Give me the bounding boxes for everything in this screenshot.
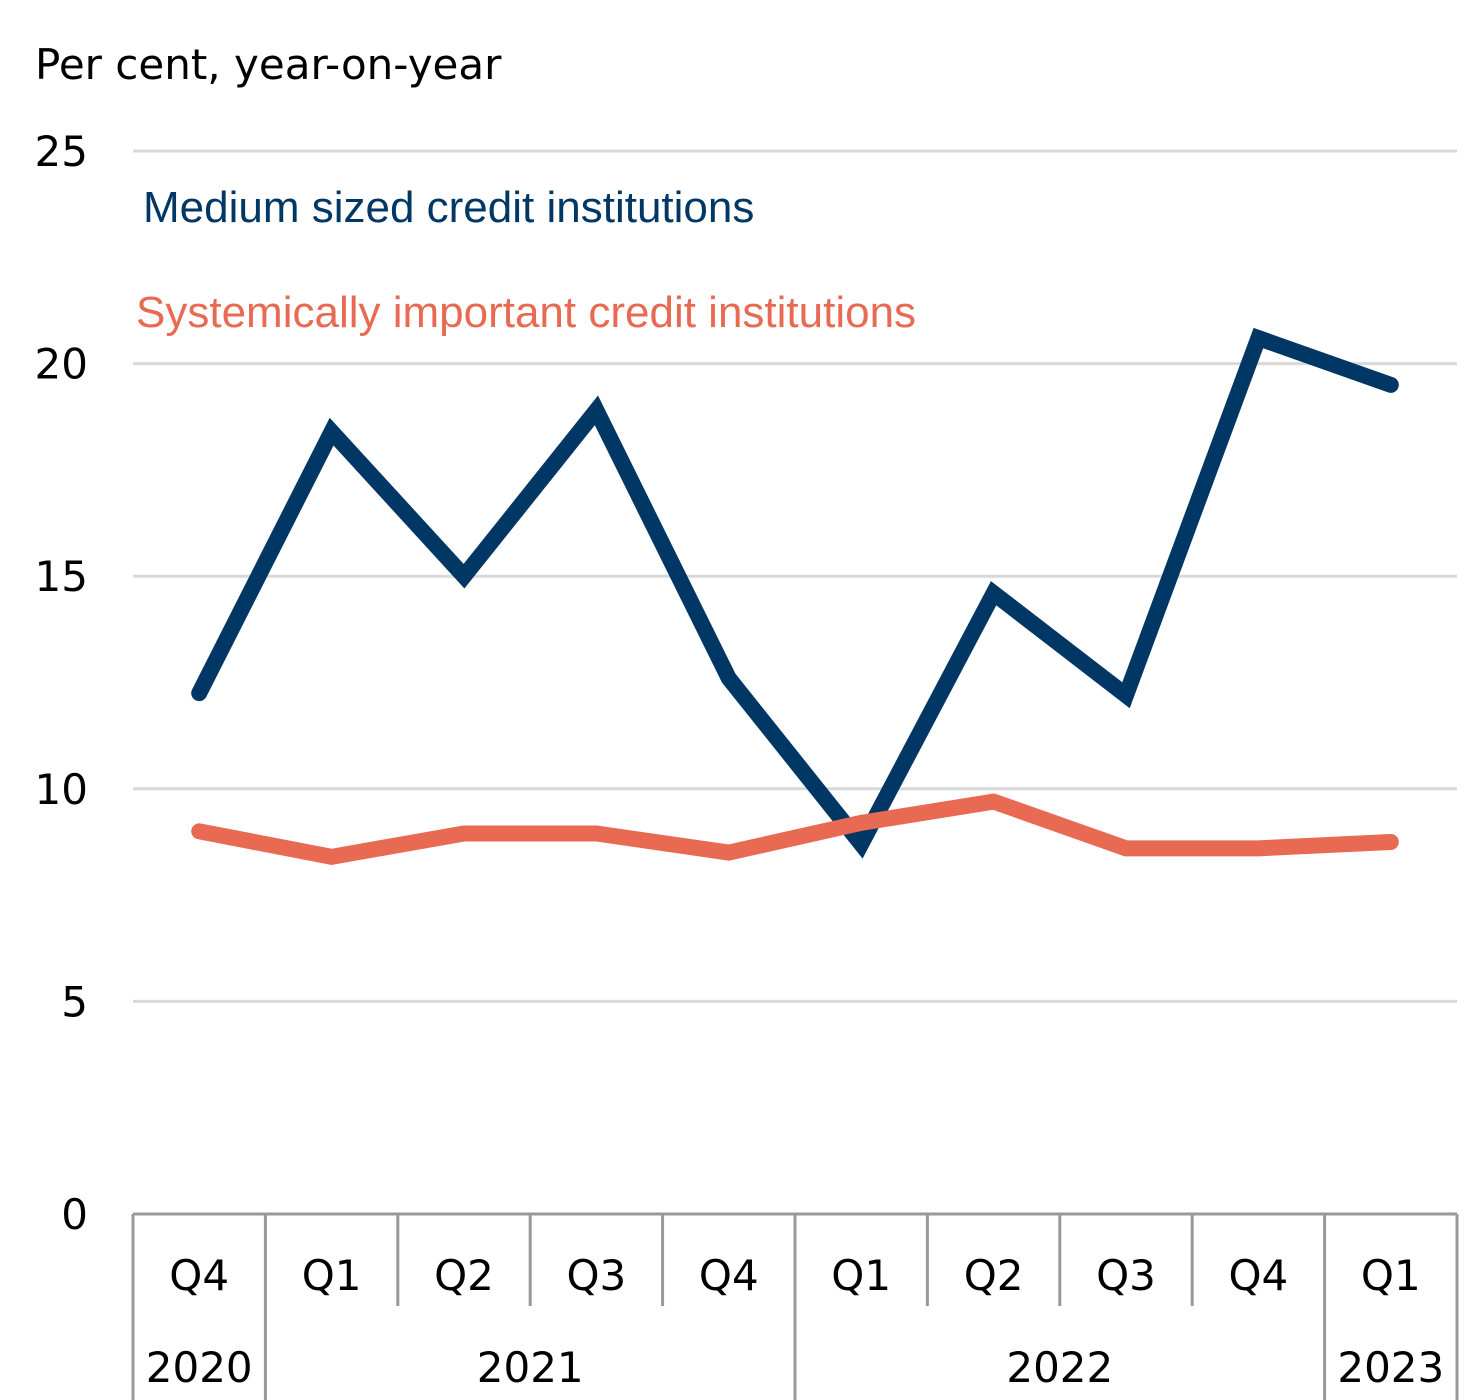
y-tick-label: 20: [35, 340, 88, 389]
year-label: 2023: [1337, 1343, 1444, 1392]
legend-medium-sized: Medium sized credit institutions: [143, 183, 754, 232]
series-line-systemically-important: [191, 793, 1399, 865]
x-tick-label: Q3: [1096, 1251, 1156, 1300]
x-tick-label: Q1: [831, 1251, 891, 1300]
x-tick-label: Q2: [964, 1251, 1024, 1300]
year-label: 2020: [146, 1343, 253, 1392]
x-tick-label: Q4: [699, 1251, 759, 1300]
x-tick-label: Q4: [1229, 1251, 1289, 1300]
y-tick-label: 25: [35, 127, 88, 176]
x-tick-label: Q1: [302, 1251, 362, 1300]
x-tick-label: Q4: [169, 1251, 229, 1300]
year-label: 2021: [477, 1343, 584, 1392]
year-label: 2022: [1006, 1343, 1113, 1392]
y-tick-label: 10: [35, 765, 88, 814]
series-line-medium-sized: [191, 327, 1399, 859]
y-axis-label: Per cent, year-on-year: [35, 40, 502, 89]
y-tick-label: 15: [35, 552, 88, 601]
y-tick-label: 0: [61, 1190, 88, 1239]
x-tick-label: Q2: [434, 1251, 494, 1300]
x-tick-label: Q3: [567, 1251, 627, 1300]
x-tick-label: Q1: [1361, 1251, 1421, 1300]
legend-systemically-important: Systemically important credit institutio…: [136, 288, 916, 337]
y-tick-label: 5: [61, 977, 88, 1026]
